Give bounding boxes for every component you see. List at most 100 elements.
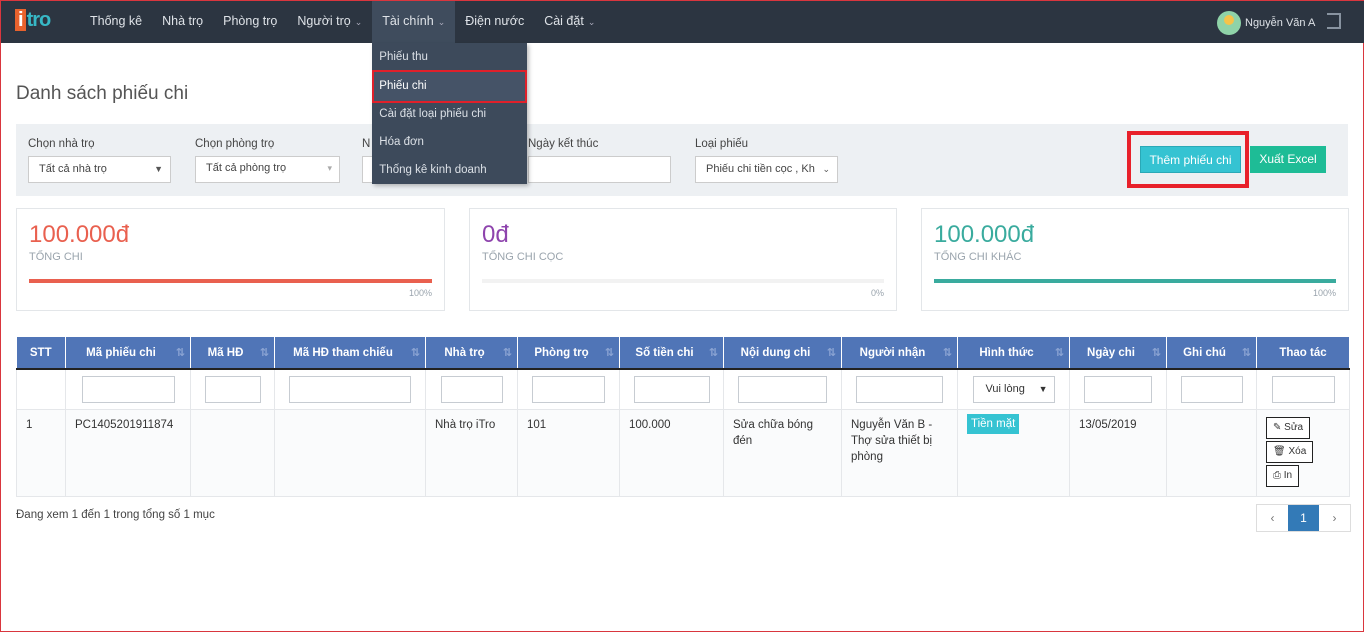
sort-icon[interactable]: ⇅ [410,347,420,359]
logo[interactable]: i tro [15,9,51,32]
filter-nha-tro[interactable] [440,375,503,403]
sort-icon[interactable]: ⇅ [502,347,512,359]
col-ma-hd-tham-chieu[interactable]: Mã HĐ tham chiếu ⇅ [274,337,426,370]
nav-tai-chinh[interactable]: Tài chính ⌄ Phiếu thu Phiếu chi Cài đặt l… [372,1,528,184]
nav-nha-tro[interactable]: Nhà trọ [162,14,204,28]
type-select[interactable]: Phiếu chi tiền cọc , Kh ⌄ [695,156,838,183]
menu-phieu-chi[interactable]: Phiếu chi [372,70,528,103]
table-row: 1 PC1405201911874 Nhà trọ iTro 101 100.0… [16,408,1350,497]
menu-thong-ke-kinh-doanh[interactable]: Thống kê kinh doanh [379,164,487,176]
add-voucher-button[interactable]: Thêm phiếu chi [1140,146,1241,173]
page-title: Danh sách phiếu chi [16,83,189,104]
sort-icon[interactable]: ⇅ [175,347,185,359]
filter-row: Vui lòng ▼ [16,368,1350,410]
sort-icon[interactable]: ⇅ [942,347,952,359]
col-nguoi-nhan[interactable]: Người nhận ⇅ [841,337,958,370]
col-hinh-thuc[interactable]: Hình thức ⇅ [957,337,1070,370]
type-label: Loại phiếu [695,138,749,150]
card-label: TỔNG CHI CỌC [482,251,564,263]
edit-button[interactable]: ✎ Sửa [1266,416,1311,439]
sort-icon[interactable]: ⇅ [1241,347,1251,359]
col-ma-phieu-chi[interactable]: Mã phiếu chi ⇅ [65,337,191,370]
sort-icon[interactable]: ⇅ [1054,347,1064,359]
filter-nguoi-nhan[interactable] [856,375,943,403]
chevron-down-icon: ⌄ [437,17,446,27]
col-ghi-chu[interactable]: Ghi chú ⇅ [1166,337,1257,370]
cell-code: PC1405201911874 [65,408,191,497]
user-name: Nguyễn Văn A [1245,17,1316,29]
filter-ma-hd-tham-chieu[interactable] [289,375,411,403]
end-date-label: Ngày kết thúc [528,138,599,150]
method-badge: Tiền mặt [967,413,1020,434]
filter-noi-dung-chi[interactable] [738,375,827,403]
col-label: Mã HĐ [207,346,244,359]
other-expense-card: 100.000đ TỔNG CHI KHÁC 100% [921,208,1349,311]
delete-label: Xóa [1288,445,1307,457]
filter-cell [841,368,958,410]
next-page-button[interactable]: › [1332,511,1337,525]
filter-hinh-thuc-select[interactable]: Vui lòng ▼ [972,375,1055,403]
house-select[interactable]: Tất cả nhà trọ ▼ [28,156,171,183]
nav-dien-nuoc[interactable]: Điện nước [465,14,525,28]
col-label: Nhà trọ [444,346,485,359]
progress-bar [29,279,432,283]
cell-room: 101 [517,408,620,497]
print-button[interactable]: ⎙ In [1266,464,1300,487]
nav-cai-dat[interactable]: Cài đặt ⌄ [534,1,605,43]
sort-icon[interactable]: ⇅ [259,347,269,359]
room-select[interactable]: Tất cả phòng trọ ▾ [195,156,340,183]
cell-ref [274,408,426,497]
nav-thong-ke[interactable]: Thống kê [90,14,143,28]
sort-icon[interactable]: ⇅ [1151,347,1161,359]
nav-nguoi-tro[interactable]: Người trọ ⌄ [287,1,372,43]
filter-ma-phieu-chi[interactable] [81,375,175,403]
menu-phieu-thu[interactable]: Phiếu thu [379,51,428,63]
col-phong-tro[interactable]: Phòng trọ ⇅ [517,337,620,370]
export-excel-button[interactable]: Xuất Excel [1250,146,1326,173]
col-nha-tro[interactable]: Nhà trọ ⇅ [425,337,518,370]
prev-page-button[interactable]: ‹ [1270,511,1275,525]
finance-dropdown: Phiếu thu Phiếu chi Cài đặt loại phiếu c… [372,43,528,184]
filter-so-tien-chi[interactable] [633,375,710,403]
select-value: Vui lòng [985,382,1025,395]
trash-icon: 🗑 [1273,445,1286,457]
cell-amount: 100.000 [619,408,724,497]
avatar [1217,11,1241,35]
menu-hoa-don[interactable]: Hóa đơn [379,136,424,148]
filter-thao-tac[interactable] [1271,375,1335,403]
voucher-table: STT Mã phiếu chi ⇅ Mã HĐ ⇅ Mã HĐ tham chiế… [16,337,1350,497]
filter-ma-hd[interactable] [204,375,261,403]
dropdown-arrow-icon: ▼ [1038,383,1048,394]
end-date-input[interactable] [528,156,671,183]
filter-ngay-chi[interactable] [1084,375,1152,403]
deposit-expense-card: 0đ TỔNG CHI CỌC 0% [469,208,897,311]
card-value: 100.000đ [934,221,1035,248]
cell-stt: 1 [16,408,66,497]
col-so-tien-chi[interactable]: Số tiền chi ⇅ [619,337,724,370]
cell-content: Sửa chữa bóng đén [723,408,842,497]
logout-icon[interactable] [1327,13,1341,29]
filter-cell [425,368,518,410]
delete-button[interactable]: 🗑 Xóa [1266,440,1314,463]
user-menu[interactable]: Nguyễn Văn A [1217,11,1315,35]
filter-phong-tro[interactable] [532,375,605,403]
sort-icon[interactable]: ⇅ [604,347,614,359]
chevron-down-icon: ⌄ [822,164,830,174]
sort-icon[interactable]: ⇅ [708,347,718,359]
col-noi-dung-chi[interactable]: Nội dung chi ⇅ [723,337,842,370]
filter-ghi-chu[interactable] [1180,375,1243,403]
col-ma-hd[interactable]: Mã HĐ ⇅ [190,337,275,370]
page-1-button[interactable]: 1 [1288,505,1319,531]
highlight-box [1127,131,1249,188]
print-label: In [1283,469,1293,481]
menu-cai-dat-loai-phieu-chi[interactable]: Cài đặt loại phiếu chi [379,108,487,120]
nav-list: Thống kê Nhà trọ Phòng trọ Người trọ ⌄ Tà… [80,1,605,184]
filter-cell [1069,368,1167,410]
sort-icon[interactable]: ⇅ [826,347,836,359]
col-stt: STT [16,337,66,370]
col-label: Nội dung chi [740,346,811,359]
filter-cell [1256,368,1350,410]
nav-phong-tro[interactable]: Phòng trọ [223,14,278,28]
col-label: Ngày chi [1087,346,1135,359]
col-ngay-chi[interactable]: Ngày chi ⇅ [1069,337,1167,370]
